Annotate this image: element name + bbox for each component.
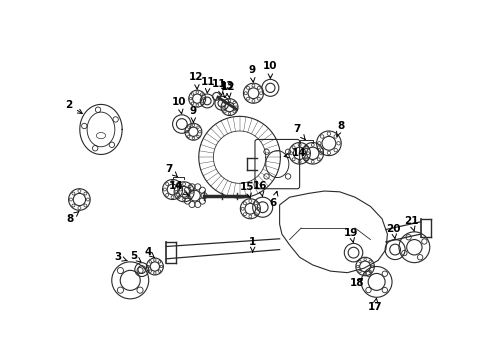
Text: 10: 10 — [172, 98, 187, 114]
Text: 17: 17 — [368, 298, 382, 311]
Text: 7: 7 — [293, 125, 305, 139]
Text: 12: 12 — [221, 82, 235, 98]
Text: 20: 20 — [386, 224, 401, 239]
Text: 12: 12 — [189, 72, 204, 89]
Text: 19: 19 — [344, 228, 358, 242]
Text: 7: 7 — [165, 164, 177, 177]
Text: 3: 3 — [114, 252, 127, 262]
Text: 8: 8 — [337, 121, 345, 136]
Text: 9: 9 — [248, 65, 255, 82]
Text: 2: 2 — [65, 100, 82, 113]
Text: 21: 21 — [404, 216, 418, 231]
Text: 6: 6 — [270, 191, 278, 208]
Text: 16: 16 — [253, 181, 268, 197]
Text: 15: 15 — [240, 182, 254, 198]
Text: 11: 11 — [201, 77, 215, 93]
Text: 14: 14 — [284, 148, 307, 158]
Text: 1: 1 — [249, 237, 256, 252]
Text: 9: 9 — [190, 106, 197, 122]
Text: 4: 4 — [144, 247, 154, 258]
Text: 5: 5 — [130, 252, 141, 262]
Text: 11: 11 — [212, 79, 227, 95]
Text: 8: 8 — [67, 212, 79, 224]
Text: 10: 10 — [263, 61, 278, 78]
Text: 14: 14 — [169, 181, 188, 195]
Text: 18: 18 — [350, 278, 365, 288]
Text: 13: 13 — [220, 81, 235, 98]
